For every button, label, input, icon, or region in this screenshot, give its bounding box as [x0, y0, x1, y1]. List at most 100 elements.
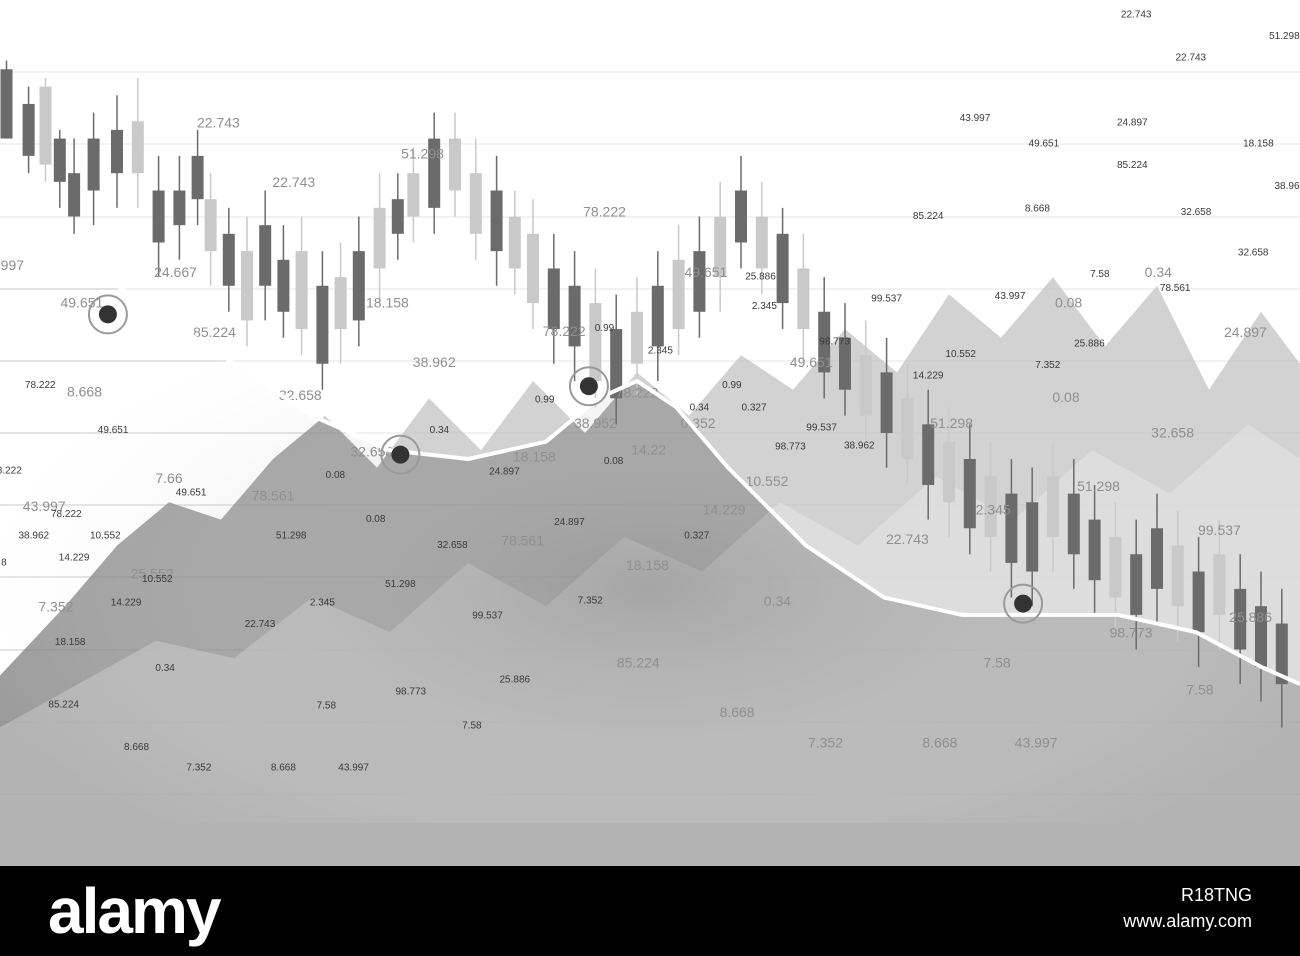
candle — [1109, 502, 1122, 633]
alamy-logo: alamy — [48, 875, 221, 947]
candle — [901, 363, 914, 485]
value-label: 18.158 — [1243, 138, 1274, 149]
candle — [1151, 493, 1163, 624]
value-label: 51.298 — [1077, 478, 1120, 494]
value-label: 7.352 — [186, 763, 211, 774]
value-label: 25.886 — [500, 674, 531, 685]
candle — [755, 181, 768, 295]
value-label: 8 — [1, 557, 7, 568]
value-label: 32.658 — [437, 540, 468, 551]
value-label: 22.743 — [1121, 9, 1152, 20]
candle — [316, 251, 329, 390]
value-label: 25.552 — [131, 565, 174, 581]
candle-body — [1234, 588, 1247, 650]
candle-body — [922, 424, 935, 485]
value-label: 0.327 — [684, 531, 709, 542]
value-label: 10.552 — [945, 349, 976, 360]
value-label: 0.34 — [430, 425, 450, 436]
value-label: 24.897 — [1224, 324, 1267, 340]
marker-dot — [1014, 594, 1033, 613]
value-label: 7.58 — [462, 720, 482, 731]
value-label: 78.222 — [0, 466, 22, 477]
candle-body — [22, 103, 35, 156]
value-label: 18.158 — [513, 449, 556, 465]
candle-body — [631, 311, 643, 364]
value-label: 8.668 — [720, 704, 755, 720]
candle — [191, 129, 204, 226]
candle — [693, 216, 706, 338]
value-label: 8.668 — [67, 384, 102, 400]
candle-body — [407, 173, 420, 217]
candle-body — [589, 303, 602, 382]
value-label: 18.158 — [55, 637, 86, 648]
candle-body — [316, 285, 329, 364]
candle — [407, 147, 420, 243]
marker-dot — [579, 377, 598, 396]
value-label: 32.658 — [1181, 207, 1212, 218]
candle-body — [0, 69, 13, 139]
candle — [1255, 571, 1267, 702]
candle — [87, 112, 100, 226]
value-label: 8.668 — [124, 742, 149, 753]
value-label: 7.58 — [983, 655, 1010, 671]
candle — [259, 190, 272, 321]
candle — [776, 207, 789, 330]
candle-body — [610, 329, 623, 399]
candle — [859, 320, 872, 442]
candle — [797, 233, 810, 364]
candle-body — [277, 259, 290, 312]
value-label: 0.327 — [741, 402, 766, 413]
value-label: 0.08 — [326, 470, 346, 481]
candle — [0, 60, 13, 139]
candle — [963, 424, 976, 555]
candle — [818, 277, 831, 399]
candle — [277, 225, 290, 338]
marker-dot — [391, 445, 410, 464]
candle-body — [547, 268, 560, 330]
value-label: 22.743 — [886, 531, 929, 547]
value-label: 25.886 — [1074, 338, 1105, 349]
candle — [610, 294, 623, 425]
value-label: 99.537 — [472, 610, 503, 621]
candle-body — [373, 207, 386, 269]
marker-ring — [568, 366, 609, 407]
value-label: 18.158 — [626, 557, 669, 573]
candle — [631, 277, 643, 399]
candle — [469, 138, 482, 260]
value-label: 32.658 — [1151, 424, 1194, 440]
value-label: 78.222 — [51, 509, 82, 520]
value-label: 14.229 — [111, 597, 142, 608]
value-label: 32.658 — [279, 387, 322, 403]
candle-body — [859, 355, 872, 416]
value-label: 85.224 — [48, 700, 79, 711]
candle — [943, 407, 955, 537]
candle-body — [449, 138, 461, 191]
candle — [131, 77, 144, 208]
value-label: 2.345 — [648, 345, 673, 356]
candle — [1088, 484, 1101, 615]
candles-layer — [0, 60, 1288, 728]
value-label: 51.298 — [401, 145, 444, 161]
value-label: 7.352 — [578, 596, 603, 607]
value-label: 24.667 — [154, 264, 197, 280]
candle-body — [880, 372, 893, 433]
candle — [1213, 519, 1226, 650]
value-label: 8.668 — [922, 734, 957, 750]
trend-marker — [380, 434, 421, 475]
candle — [373, 173, 386, 304]
watermark-footer: alamy R18TNG www.alamy.com — [0, 866, 1300, 956]
candle — [449, 112, 461, 217]
value-label: 99.537 — [806, 422, 837, 433]
candle-body — [1026, 502, 1039, 572]
value-label: 85.224 — [617, 655, 660, 671]
value-label: 51.298 — [276, 531, 307, 542]
value-label: 24.897 — [554, 517, 585, 528]
value-label: 38.96 — [1274, 181, 1299, 192]
candle-body — [901, 398, 914, 459]
candle-body — [818, 311, 831, 373]
candle — [568, 251, 581, 382]
candle-body — [776, 233, 789, 304]
value-label: 98.773 — [775, 441, 806, 452]
site-url: www.alamy.com — [1123, 911, 1252, 931]
candle — [241, 216, 253, 347]
